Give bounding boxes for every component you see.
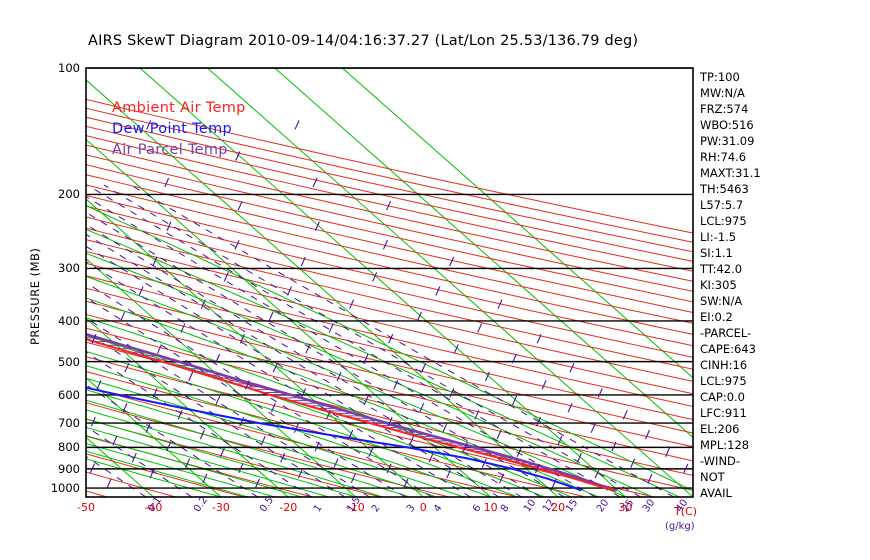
parameter-row: PW:31.09 bbox=[700, 134, 755, 148]
bottom-temp-tick: -30 bbox=[211, 501, 230, 514]
pressure-axis-title: PRESSURE (MB) bbox=[28, 247, 42, 345]
legend-item-2: Air Parcel Temp bbox=[112, 142, 228, 158]
parameter-row: KI:305 bbox=[700, 278, 737, 292]
bottom-temp-tick: -50 bbox=[77, 501, 95, 514]
bottom-temp-tick: 10 bbox=[483, 501, 498, 514]
pressure-tick: 200 bbox=[58, 187, 80, 202]
pressure-tick: 700 bbox=[58, 416, 80, 431]
pressure-tick: 800 bbox=[58, 440, 80, 455]
parameter-row: MAXT:31.1 bbox=[700, 166, 761, 180]
legend-item-1: Dew Point Temp bbox=[112, 121, 233, 137]
parameter-row: SI:1.1 bbox=[700, 246, 733, 260]
pressure-tick: 500 bbox=[58, 354, 80, 369]
pressure-tick: 900 bbox=[58, 461, 80, 476]
parameter-row: LFC:911 bbox=[700, 406, 747, 420]
bottom-temp-tick: -20 bbox=[279, 501, 298, 514]
parameter-row: LI:-1.5 bbox=[700, 230, 737, 244]
legend-item-0: Ambient Air Temp bbox=[112, 100, 246, 116]
parameter-row: LCL:975 bbox=[700, 214, 747, 228]
parameter-row: SW:N/A bbox=[700, 294, 743, 308]
bottom-temp-tick: -10 bbox=[346, 501, 365, 514]
parameter-row: FRZ:574 bbox=[700, 102, 749, 116]
parameter-row: CAP:0.0 bbox=[700, 390, 745, 404]
parameter-row: EL:206 bbox=[700, 422, 740, 436]
parameter-row: EI:0.2 bbox=[700, 310, 733, 324]
temperature-axis-title: T(C) bbox=[674, 505, 697, 518]
pressure-tick: 1000 bbox=[50, 481, 80, 496]
parameter-row: AVAIL bbox=[700, 486, 732, 500]
pressure-tick: 300 bbox=[58, 261, 80, 276]
bottom-temp-tick: 30 bbox=[618, 501, 633, 514]
parameter-row: -PARCEL- bbox=[700, 326, 752, 340]
mixing-ratio-axis-title: (g/kg) bbox=[665, 521, 695, 532]
parameter-row: L57:5.7 bbox=[700, 198, 744, 212]
bottom-temp-tick: -40 bbox=[144, 501, 163, 514]
parameter-row: RH:74.6 bbox=[700, 150, 747, 164]
parameter-row: TP:100 bbox=[700, 70, 740, 84]
bottom-temp-tick: 0 bbox=[419, 501, 427, 514]
pressure-tick: 100 bbox=[58, 61, 80, 75]
parameter-row: WBO:516 bbox=[700, 118, 754, 132]
page-title: AIRS SkewT Diagram 2010-09-14/04:16:37.2… bbox=[88, 33, 639, 49]
bottom-temp-tick: 20 bbox=[551, 501, 566, 514]
pressure-tick: 400 bbox=[58, 313, 80, 328]
pressure-tick: 600 bbox=[58, 387, 80, 402]
parameter-row: -WIND- bbox=[700, 454, 741, 468]
parameter-row: TH:5463 bbox=[700, 182, 749, 196]
parameter-row: CAPE:643 bbox=[700, 342, 756, 356]
parameter-row: LCL:975 bbox=[700, 374, 747, 388]
parameter-row: MPL:128 bbox=[700, 438, 750, 452]
parameter-row: CINH:16 bbox=[700, 358, 748, 372]
parameter-row: NOT bbox=[700, 470, 725, 484]
parameter-row: TT:42.0 bbox=[700, 262, 743, 276]
parameter-row: MW:N/A bbox=[700, 86, 745, 100]
